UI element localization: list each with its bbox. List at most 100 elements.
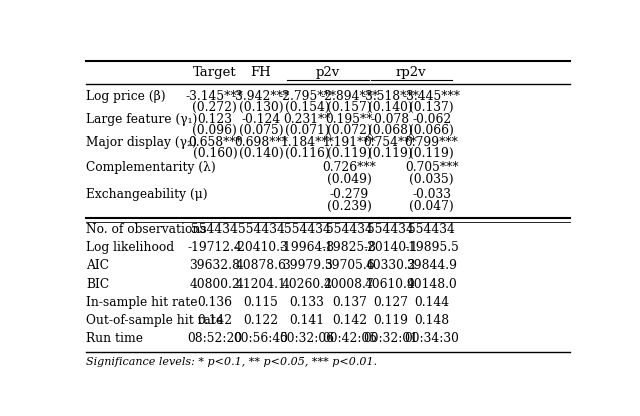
Text: 554434: 554434 [191, 223, 238, 236]
Text: Exchangeability (μ): Exchangeability (μ) [86, 188, 208, 201]
Text: (0.119): (0.119) [410, 147, 454, 160]
Text: 40878.6: 40878.6 [236, 259, 287, 272]
Text: -19895.5: -19895.5 [404, 241, 459, 254]
Text: 40148.0: 40148.0 [406, 277, 457, 290]
Text: p2v: p2v [316, 67, 340, 79]
Text: 0.141: 0.141 [290, 314, 324, 327]
Text: BIC: BIC [86, 277, 109, 290]
Text: -0.062: -0.062 [412, 113, 451, 126]
Text: (0.096): (0.096) [193, 124, 237, 137]
Text: 0.119: 0.119 [373, 314, 408, 327]
Text: (0.157): (0.157) [327, 101, 372, 114]
Text: -3.145***: -3.145*** [186, 89, 244, 103]
Text: 0.231**: 0.231** [284, 113, 331, 126]
Text: 0.799***: 0.799*** [404, 136, 459, 149]
Text: 40260.2: 40260.2 [282, 277, 333, 290]
Text: (0.049): (0.049) [327, 173, 372, 186]
Text: 08:52:20: 08:52:20 [188, 332, 243, 345]
Text: 554434: 554434 [367, 223, 414, 236]
Text: -0.033: -0.033 [412, 188, 451, 201]
Text: 00:42:05: 00:42:05 [322, 332, 377, 345]
Text: 00:32:01: 00:32:01 [363, 332, 418, 345]
Text: (0.116): (0.116) [285, 147, 330, 160]
Text: -19712.4: -19712.4 [188, 241, 243, 254]
Text: (0.035): (0.035) [410, 173, 454, 186]
Text: Out-of-sample hit rate: Out-of-sample hit rate [86, 314, 223, 327]
Text: -2.894***: -2.894*** [320, 89, 378, 103]
Text: Large feature (γ₁): Large feature (γ₁) [86, 113, 198, 126]
Text: (0.239): (0.239) [327, 200, 372, 213]
Text: (0.068): (0.068) [368, 124, 413, 137]
Text: 39979.5: 39979.5 [282, 259, 333, 272]
Text: -3.518***: -3.518*** [362, 89, 419, 103]
Text: 39705.6: 39705.6 [324, 259, 374, 272]
Text: -20410.3: -20410.3 [234, 241, 289, 254]
Text: 39844.9: 39844.9 [406, 259, 457, 272]
Text: 00:56:45: 00:56:45 [234, 332, 289, 345]
Text: Run time: Run time [86, 332, 143, 345]
Text: 0.136: 0.136 [197, 296, 232, 309]
Text: 40330.2: 40330.2 [365, 259, 416, 272]
Text: -0.078: -0.078 [371, 113, 410, 126]
Text: 0.148: 0.148 [414, 314, 449, 327]
Text: 554434: 554434 [237, 223, 284, 236]
Text: 1.191***: 1.191*** [323, 136, 376, 149]
Text: 0.133: 0.133 [290, 296, 324, 309]
Text: -0.279: -0.279 [330, 188, 369, 201]
Text: 0.658***: 0.658*** [188, 136, 242, 149]
Text: (0.075): (0.075) [239, 124, 284, 137]
Text: 554434: 554434 [284, 223, 331, 236]
Text: 00:34:30: 00:34:30 [404, 332, 459, 345]
Text: Log likelihood: Log likelihood [86, 241, 175, 254]
Text: 0.122: 0.122 [243, 314, 278, 327]
Text: (0.272): (0.272) [193, 101, 237, 114]
Text: (0.119): (0.119) [368, 147, 413, 160]
Text: Complementarity (λ): Complementarity (λ) [86, 161, 216, 174]
Text: 40610.9: 40610.9 [365, 277, 416, 290]
Text: -0.124: -0.124 [241, 113, 281, 126]
Text: Target: Target [193, 67, 237, 79]
Text: 0.137: 0.137 [332, 296, 367, 309]
Text: (0.137): (0.137) [410, 101, 454, 114]
Text: (0.119): (0.119) [327, 147, 372, 160]
Text: 0.705***: 0.705*** [405, 161, 458, 174]
Text: (0.072): (0.072) [327, 124, 372, 137]
Text: -2.795***: -2.795*** [278, 89, 336, 103]
Text: -19964.8: -19964.8 [280, 241, 335, 254]
Text: -19825.8: -19825.8 [322, 241, 377, 254]
Text: AIC: AIC [86, 259, 109, 272]
Text: 0.127: 0.127 [373, 296, 408, 309]
Text: 39632.8: 39632.8 [189, 259, 241, 272]
Text: -20140.1: -20140.1 [363, 241, 418, 254]
Text: 0.144: 0.144 [414, 296, 449, 309]
Text: (0.071): (0.071) [285, 124, 330, 137]
Text: 0.195**: 0.195** [326, 113, 373, 126]
Text: -3.445***: -3.445*** [403, 89, 461, 103]
Text: (0.154): (0.154) [285, 101, 330, 114]
Text: FH: FH [251, 67, 271, 79]
Text: 40800.2: 40800.2 [189, 277, 240, 290]
Text: 0.115: 0.115 [244, 296, 278, 309]
Text: (0.140): (0.140) [368, 101, 413, 114]
Text: (0.066): (0.066) [409, 124, 454, 137]
Text: 554434: 554434 [408, 223, 455, 236]
Text: (0.160): (0.160) [193, 147, 237, 160]
Text: 0.698***: 0.698*** [234, 136, 288, 149]
Text: 0.123: 0.123 [197, 113, 232, 126]
Text: 00:32:06: 00:32:06 [280, 332, 335, 345]
Text: 0.142: 0.142 [197, 314, 232, 327]
Text: No. of observations: No. of observations [86, 223, 207, 236]
Text: 40008.7: 40008.7 [324, 277, 374, 290]
Text: -3.942***: -3.942*** [232, 89, 290, 103]
Text: 554434: 554434 [326, 223, 372, 236]
Text: (0.130): (0.130) [239, 101, 284, 114]
Text: 0.142: 0.142 [332, 314, 367, 327]
Text: rp2v: rp2v [396, 67, 426, 79]
Text: 0.726***: 0.726*** [323, 161, 376, 174]
Text: 41204.1: 41204.1 [236, 277, 287, 290]
Text: In-sample hit rate: In-sample hit rate [86, 296, 198, 309]
Text: 1.184***: 1.184*** [280, 136, 334, 149]
Text: (0.140): (0.140) [239, 147, 284, 160]
Text: Significance levels: * p<0.1, ** p<0.05, *** p<0.01.: Significance levels: * p<0.1, ** p<0.05,… [86, 357, 378, 367]
Text: Major display (γ₂): Major display (γ₂) [86, 136, 197, 149]
